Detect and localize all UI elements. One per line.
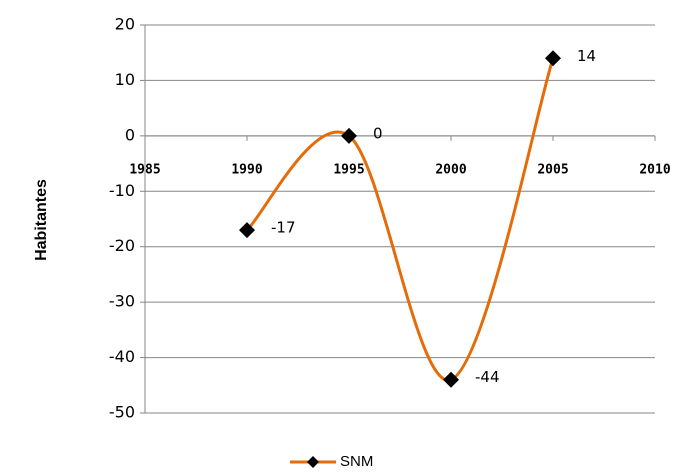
marker [341, 127, 357, 144]
data-label: 14 [577, 47, 596, 65]
legend-label: SNM [340, 453, 373, 470]
y-axis-label: Habitantes [33, 179, 50, 261]
data-label: -44 [475, 368, 500, 386]
x-tick-label: 2005 [537, 162, 568, 177]
y-tick-label: 20 [115, 15, 135, 34]
x-tick-label: 1990 [231, 162, 262, 177]
y-tick-label: -30 [109, 292, 135, 311]
x-tick-label: 1985 [129, 162, 160, 177]
data-label: -17 [271, 219, 296, 237]
marker [545, 50, 561, 67]
y-tick-label: 0 [125, 125, 135, 144]
x-tick-label: 1995 [333, 162, 364, 177]
series-line [245, 57, 555, 382]
x-tick-label: 2010 [639, 162, 670, 177]
marker [239, 222, 255, 239]
legend-marker [307, 456, 319, 468]
y-tick-label: -20 [109, 236, 135, 255]
x-tick-label: 2000 [435, 162, 466, 177]
marker [443, 371, 459, 388]
y-tick-label: -40 [109, 347, 135, 366]
y-tick-label: -50 [109, 403, 135, 422]
data-label: 0 [373, 124, 383, 142]
y-tick-label: -10 [109, 181, 135, 200]
y-tick-label: 10 [115, 70, 135, 89]
